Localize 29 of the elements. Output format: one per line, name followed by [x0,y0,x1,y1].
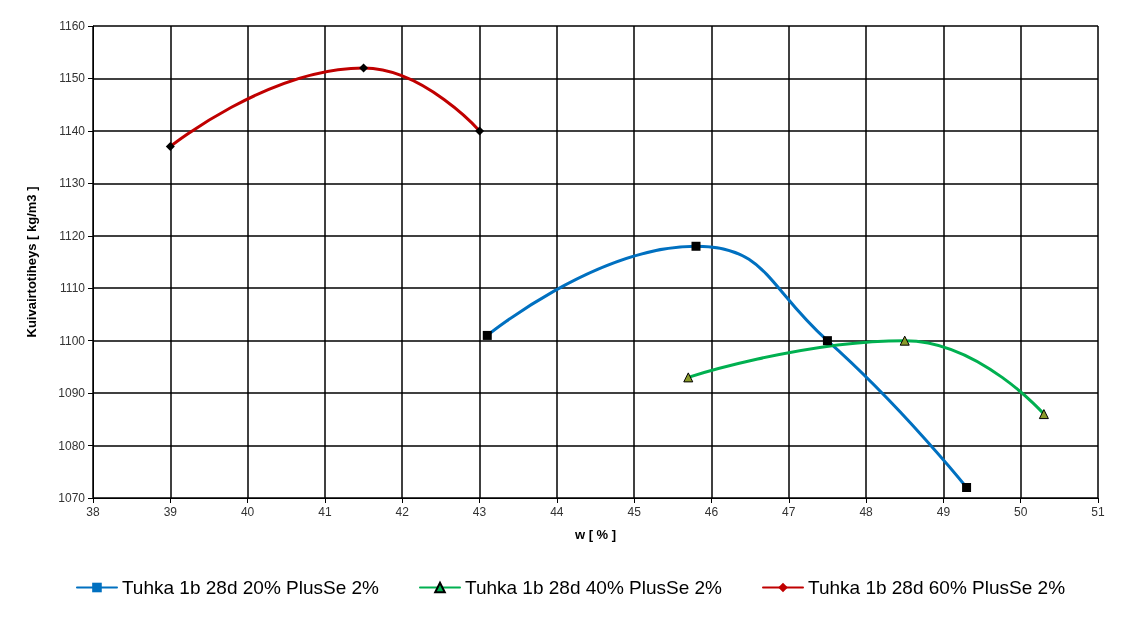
x-tick-label: 42 [395,505,410,519]
y-tick-label: 1090 [58,386,86,401]
y-axis-title: Kuivairtotiheys [ kg/m3 ] [24,186,39,338]
x-tick-label: 51 [1091,505,1105,519]
legend-label: Tuhka 1b 28d 20% PlusSe 2% [121,577,380,598]
y-tick-label: 1130 [59,176,86,191]
legend-label: Tuhka 1b 28d 60% PlusSe 2% [808,577,1066,598]
y-tick-label: 1100 [59,333,86,348]
y-tick-label: 1160 [59,19,86,33]
x-tick-label: 45 [627,505,642,519]
x-tick-label: 43 [472,505,487,519]
y-tick-label: 1080 [58,438,86,453]
x-tick-label: 38 [86,505,100,519]
x-tick-label: 48 [859,505,874,519]
x-tick-label: 47 [782,505,796,519]
y-tick-label: 1110 [60,281,86,296]
x-tick-label: 49 [936,505,951,519]
x-tick-label: 39 [163,505,178,519]
legend-label: Tuhka 1b 28d 40% PlusSe 2% [464,577,723,598]
y-tick-label: 1070 [58,491,86,505]
y-tick-label: 1120 [59,228,86,243]
x-tick-label: 44 [550,505,564,519]
x-tick-label: 41 [318,505,332,519]
x-axis-title: w [ % ] [573,527,617,542]
y-tick-label: 1140 [59,123,86,138]
x-tick-label: 40 [240,505,255,519]
y-tick-label: 1150 [59,71,86,86]
x-tick-label: 46 [704,505,719,519]
x-tick-label: 50 [1014,505,1028,519]
